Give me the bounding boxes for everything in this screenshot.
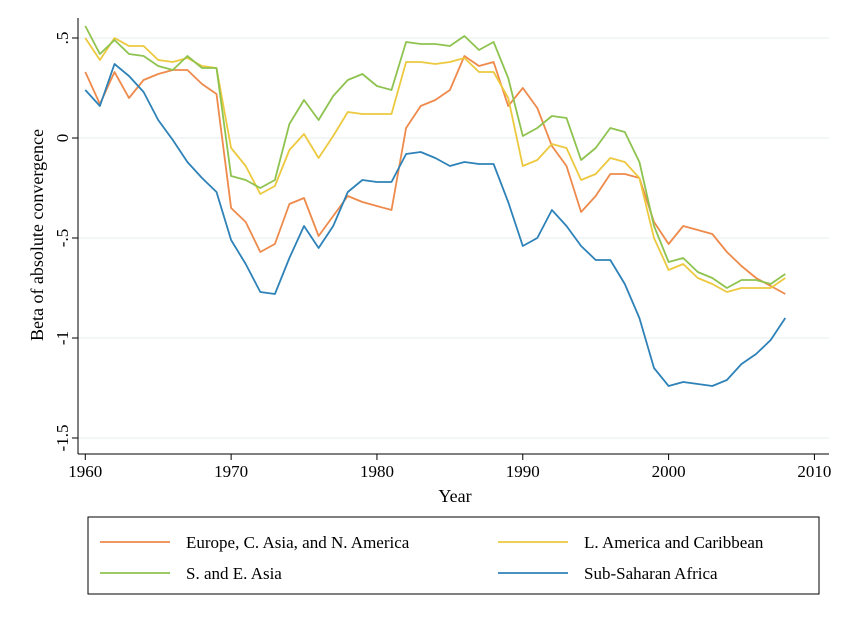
- y-tick-label: .5: [53, 32, 72, 45]
- legend-label-europe-c-asia-and-n-america: Europe, C. Asia, and N. America: [186, 533, 410, 552]
- x-tick-label: 2000: [652, 462, 686, 481]
- y-tick-label: 0: [53, 134, 72, 143]
- y-axis-title: Beta of absolute convergence: [27, 129, 47, 341]
- y-tick-label: -1: [53, 331, 72, 345]
- x-tick-label: 1960: [68, 462, 102, 481]
- x-tick-label: 1970: [214, 462, 248, 481]
- y-tick-label: -1.5: [53, 425, 72, 452]
- legend-box: [87, 516, 820, 595]
- series-line-l-america-and-caribbean: [84, 37, 786, 293]
- x-tick-label: 2010: [797, 462, 831, 481]
- y-tick-label: -.5: [53, 229, 72, 247]
- axes: .5 0 -.5 -1 -1.5 1960 1970 1980 1990 2000 2010: [53, 18, 831, 481]
- grid-lines: [78, 37, 829, 439]
- x-axis-title: Year: [438, 486, 471, 506]
- legend-label-s-and-e-asia: S. and E. Asia: [186, 564, 282, 583]
- legend-label-sub-saharan-africa: Sub-Saharan Africa: [584, 564, 718, 583]
- series-line-s-and-e-asia: [84, 25, 786, 289]
- x-tick-label: 1980: [360, 462, 394, 481]
- series-lines: [84, 25, 787, 387]
- legend: Europe, C. Asia, and N. America L. Americ…: [87, 516, 820, 595]
- x-tick-label: 1990: [506, 462, 540, 481]
- series-line-europe-c-asia-and-n-america: [84, 55, 786, 295]
- series-line-sub-saharan-africa: [84, 63, 787, 387]
- legend-label-l-america-and-caribbean: L. America and Caribbean: [584, 533, 764, 552]
